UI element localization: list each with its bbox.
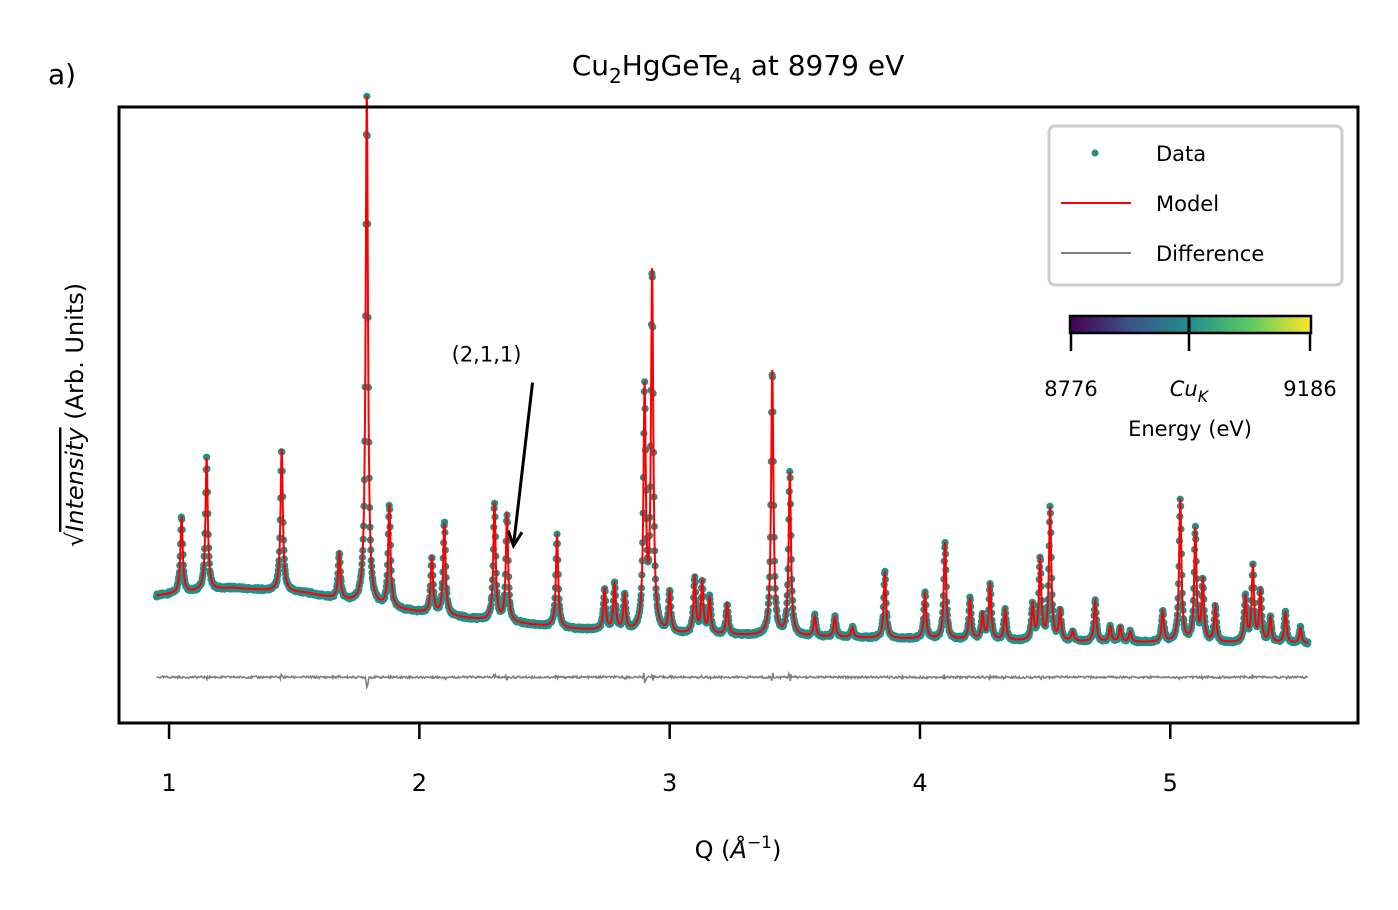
legend-data-marker: [1091, 149, 1099, 157]
y-label-root: √: [61, 531, 89, 547]
x-tick-label-1: 1: [161, 769, 176, 797]
title-base: Cu: [572, 49, 609, 82]
difference-line: [156, 670, 1308, 691]
title-middle: HgGeTe: [622, 49, 729, 82]
x-axis-ticks: 1 2 3 4 5: [161, 723, 1178, 797]
plot-area: [152, 92, 1312, 691]
colorbar-mid-base: Cu: [1170, 377, 1198, 401]
x-label-prefix: Q (: [695, 836, 731, 864]
y-label-italic: Intensity: [61, 427, 89, 532]
x-axis-label: Q (Å−1): [695, 833, 782, 864]
y-axis-label: √Intensity (Arb. Units): [61, 283, 89, 547]
x-label-suffix: ): [772, 836, 781, 864]
colorbar-min-label: 8776: [1044, 377, 1097, 401]
x-tick-label-2: 2: [412, 769, 427, 797]
difference-layer: [156, 670, 1308, 691]
colorbar-mid-label: CuK: [1170, 377, 1210, 406]
data-point: [203, 453, 211, 461]
annotation-text: (2,1,1): [452, 343, 522, 367]
colorbar-max-label: 9186: [1283, 377, 1336, 401]
y-label-rest: (Arb. Units): [61, 283, 89, 428]
colorbar: 8776 CuK 9186 Energy (eV): [1044, 314, 1337, 441]
legend-model-label: Model: [1156, 192, 1219, 216]
colorbar-axis-label: Energy (eV): [1128, 417, 1252, 441]
legend-data-label: Data: [1156, 142, 1206, 166]
x-tick-label-5: 5: [1163, 769, 1178, 797]
title-tail: at 8979 eV: [742, 49, 904, 82]
legend-difference-label: Difference: [1156, 242, 1264, 266]
colorbar-mid-subscript: K: [1198, 387, 1210, 406]
x-tick-label-3: 3: [662, 769, 677, 797]
x-label-unit: Å: [729, 835, 747, 864]
title-subscript-1: 2: [609, 64, 622, 88]
y-axis-label-group: √Intensity (Arb. Units): [61, 283, 89, 547]
legend: Data Model Difference: [1047, 124, 1344, 287]
x-tick-label-4: 4: [912, 769, 927, 797]
chart-title: Cu2HgGeTe4 at 8979 eV: [572, 49, 905, 88]
x-label-exponent: −1: [747, 833, 772, 853]
title-subscript-2: 4: [729, 64, 742, 88]
panel-label: a): [48, 58, 76, 91]
annotation-arrow: [511, 382, 535, 546]
